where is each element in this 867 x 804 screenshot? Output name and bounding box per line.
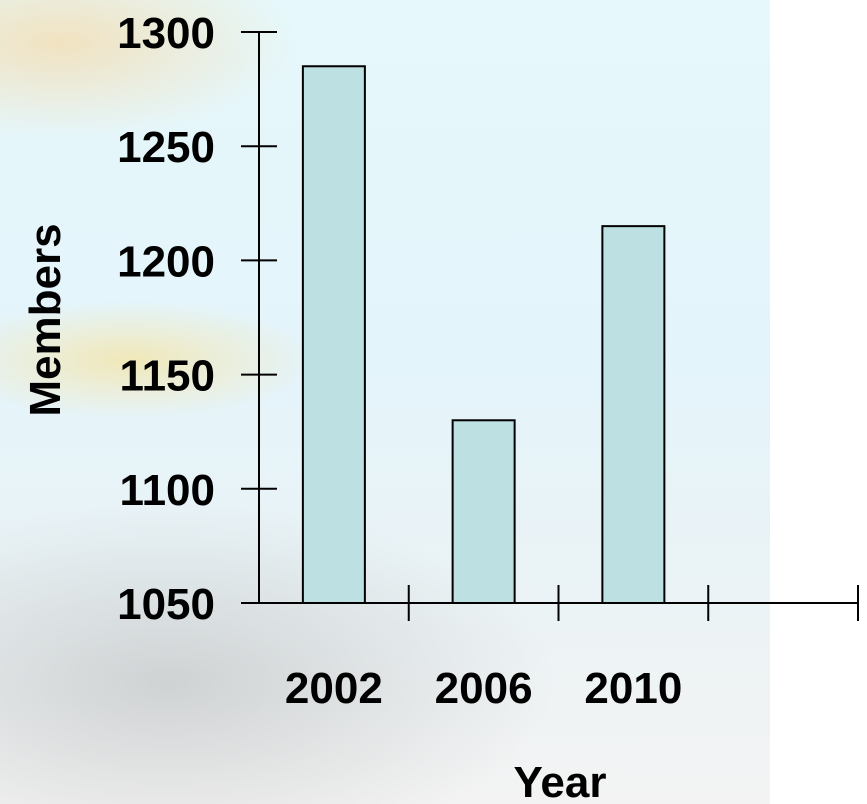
x-tick-label: 2006: [435, 664, 533, 713]
bar-2002: [301, 65, 366, 604]
bar-2010: [601, 225, 666, 604]
x-tick-label: 2002: [285, 664, 383, 713]
background-graphic-middle: [0, 300, 320, 420]
y-tick-label: 1300: [117, 9, 215, 58]
bar-2006: [451, 419, 516, 604]
x-axis-title: Year: [514, 758, 607, 804]
y-axis-title: Members: [21, 223, 70, 416]
bars-group: [301, 65, 666, 604]
x-ticks-group: 2002 2006 2010: [285, 585, 859, 713]
y-tick-label: 1150: [120, 352, 215, 401]
y-tick-label: 1250: [117, 123, 215, 172]
y-ticks-group: 1300 1250 1200 1150 1100 1050: [117, 9, 277, 629]
y-tick-label: 1050: [117, 580, 215, 629]
x-tick-label: 2010: [584, 664, 682, 713]
background-graphic-top: [0, 0, 300, 140]
y-tick-label: 1200: [117, 237, 215, 286]
y-tick-label: 1100: [120, 466, 215, 515]
